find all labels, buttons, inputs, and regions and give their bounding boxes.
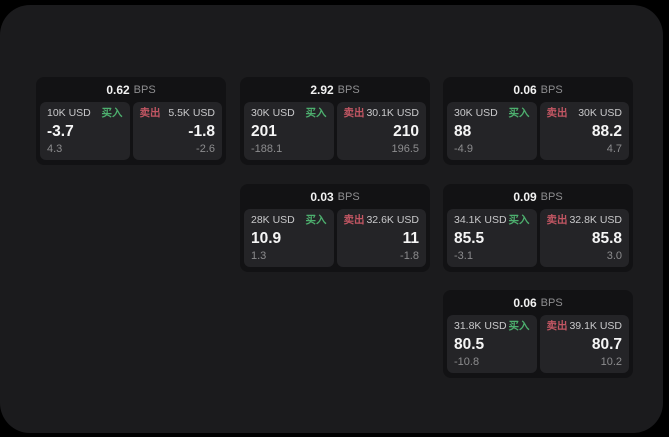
buy-amount-label: 30K USD [454, 107, 498, 119]
sell-delta-value: 10.2 [600, 355, 622, 368]
buy-badge[interactable]: 买入 [305, 214, 327, 226]
sell-price-value: 85.8 [591, 229, 622, 247]
bps-value: 2.92 [310, 82, 334, 97]
quote-card-1: 0.62 BPS 10K USD 买入 -3.7 4.3 卖出 5.5K USD… [36, 77, 226, 165]
quote-card-6: 0.06 BPS 31.8K USD 买入 80.5 -10.8 卖出 39.1… [443, 290, 633, 378]
sell-quote-tile[interactable]: 卖出 32.6K USD 11 -1.8 [336, 209, 426, 267]
sell-amount-label: 39.1K USD [569, 320, 622, 332]
buy-delta-value: -4.9 [454, 142, 473, 155]
sell-delta-value: 4.7 [606, 142, 622, 155]
buy-badge[interactable]: 买入 [101, 107, 123, 119]
buy-badge[interactable]: 买入 [508, 107, 530, 119]
bps-unit-label: BPS [540, 83, 563, 96]
sell-delta-value: 196.5 [391, 142, 419, 155]
bps-header: 2.92 BPS [240, 77, 430, 102]
sell-badge[interactable]: 卖出 [343, 214, 365, 226]
buy-price-value: -3.7 [47, 122, 74, 140]
buy-badge[interactable]: 买入 [305, 107, 327, 119]
sell-amount-label: 30K USD [578, 107, 622, 119]
buy-price-value: 10.9 [251, 229, 282, 247]
buy-badge[interactable]: 买入 [508, 214, 530, 226]
bps-unit-label: BPS [540, 296, 563, 309]
sell-quote-tile[interactable]: 卖出 39.1K USD 80.7 10.2 [539, 315, 629, 373]
bps-value: 0.06 [513, 295, 537, 310]
buy-price-value: 85.5 [454, 229, 485, 247]
sell-quote-tile[interactable]: 卖出 32.8K USD 85.8 3.0 [539, 209, 629, 267]
sell-amount-label: 32.8K USD [569, 214, 622, 226]
bps-header: 0.06 BPS [443, 77, 633, 102]
sell-badge[interactable]: 卖出 [546, 107, 568, 119]
sell-price-value: 80.7 [591, 335, 622, 353]
sell-badge[interactable]: 卖出 [139, 107, 161, 119]
sell-price-value: -1.8 [188, 122, 215, 140]
buy-amount-label: 30K USD [251, 107, 295, 119]
bps-unit-label: BPS [133, 83, 156, 96]
sell-delta-value: 3.0 [606, 249, 622, 262]
bps-unit-label: BPS [337, 83, 360, 96]
quote-card-2: 2.92 BPS 30K USD 买入 201 -188.1 卖出 30.1K … [240, 77, 430, 165]
quote-card-4: 0.03 BPS 28K USD 买入 10.9 1.3 卖出 32.6K US… [240, 184, 430, 272]
buy-quote-tile[interactable]: 30K USD 买入 88 -4.9 [447, 102, 537, 160]
sell-amount-label: 5.5K USD [168, 107, 215, 119]
bps-value: 0.62 [106, 82, 130, 97]
quote-tiles: 31.8K USD 买入 80.5 -10.8 卖出 39.1K USD 80.… [447, 315, 629, 373]
buy-amount-label: 28K USD [251, 214, 295, 226]
bps-header: 0.09 BPS [443, 184, 633, 209]
bps-header: 0.03 BPS [240, 184, 430, 209]
sell-badge[interactable]: 卖出 [546, 214, 568, 226]
quote-tiles: 34.1K USD 买入 85.5 -3.1 卖出 32.8K USD 85.8… [447, 209, 629, 267]
bps-header: 0.06 BPS [443, 290, 633, 315]
sell-badge[interactable]: 卖出 [546, 320, 568, 332]
buy-quote-tile[interactable]: 28K USD 买入 10.9 1.3 [244, 209, 334, 267]
buy-price-value: 80.5 [454, 335, 485, 353]
bps-value: 0.03 [310, 189, 334, 204]
buy-badge[interactable]: 买入 [508, 320, 530, 332]
buy-delta-value: 1.3 [251, 249, 267, 262]
bps-unit-label: BPS [337, 190, 360, 203]
sell-price-value: 11 [402, 229, 419, 247]
sell-badge[interactable]: 卖出 [343, 107, 365, 119]
sell-price-value: 210 [393, 122, 419, 140]
buy-quote-tile[interactable]: 31.8K USD 买入 80.5 -10.8 [447, 315, 537, 373]
quote-tiles: 30K USD 买入 201 -188.1 卖出 30.1K USD 210 1… [244, 102, 426, 160]
buy-quote-tile[interactable]: 34.1K USD 买入 85.5 -3.1 [447, 209, 537, 267]
sell-price-value: 88.2 [591, 122, 622, 140]
bps-value: 0.06 [513, 82, 537, 97]
sell-amount-label: 32.6K USD [366, 214, 419, 226]
bps-unit-label: BPS [540, 190, 563, 203]
quote-card-5: 0.09 BPS 34.1K USD 买入 85.5 -3.1 卖出 32.8K… [443, 184, 633, 272]
buy-amount-label: 34.1K USD [454, 214, 507, 226]
buy-delta-value: 4.3 [47, 142, 63, 155]
sell-quote-tile[interactable]: 卖出 5.5K USD -1.8 -2.6 [132, 102, 222, 160]
buy-delta-value: -188.1 [251, 142, 283, 155]
quote-tiles: 28K USD 买入 10.9 1.3 卖出 32.6K USD 11 -1.8 [244, 209, 426, 267]
buy-quote-tile[interactable]: 30K USD 买入 201 -188.1 [244, 102, 334, 160]
bps-value: 0.09 [513, 189, 537, 204]
buy-delta-value: -3.1 [454, 249, 473, 262]
sell-delta-value: -1.8 [400, 249, 419, 262]
quote-card-3: 0.06 BPS 30K USD 买入 88 -4.9 卖出 30K USD 8… [443, 77, 633, 165]
sell-quote-tile[interactable]: 卖出 30K USD 88.2 4.7 [539, 102, 629, 160]
sell-amount-label: 30.1K USD [366, 107, 419, 119]
bps-header: 0.62 BPS [36, 77, 226, 102]
buy-quote-tile[interactable]: 10K USD 买入 -3.7 4.3 [40, 102, 130, 160]
buy-price-value: 201 [251, 122, 277, 140]
buy-delta-value: -10.8 [454, 355, 480, 368]
quote-tiles: 10K USD 买入 -3.7 4.3 卖出 5.5K USD -1.8 -2.… [40, 102, 222, 160]
sell-delta-value: -2.6 [196, 142, 215, 155]
quote-tiles: 30K USD 买入 88 -4.9 卖出 30K USD 88.2 4.7 [447, 102, 629, 160]
buy-amount-label: 31.8K USD [454, 320, 507, 332]
buy-amount-label: 10K USD [47, 107, 91, 119]
buy-price-value: 88 [454, 122, 472, 140]
sell-quote-tile[interactable]: 卖出 30.1K USD 210 196.5 [336, 102, 426, 160]
